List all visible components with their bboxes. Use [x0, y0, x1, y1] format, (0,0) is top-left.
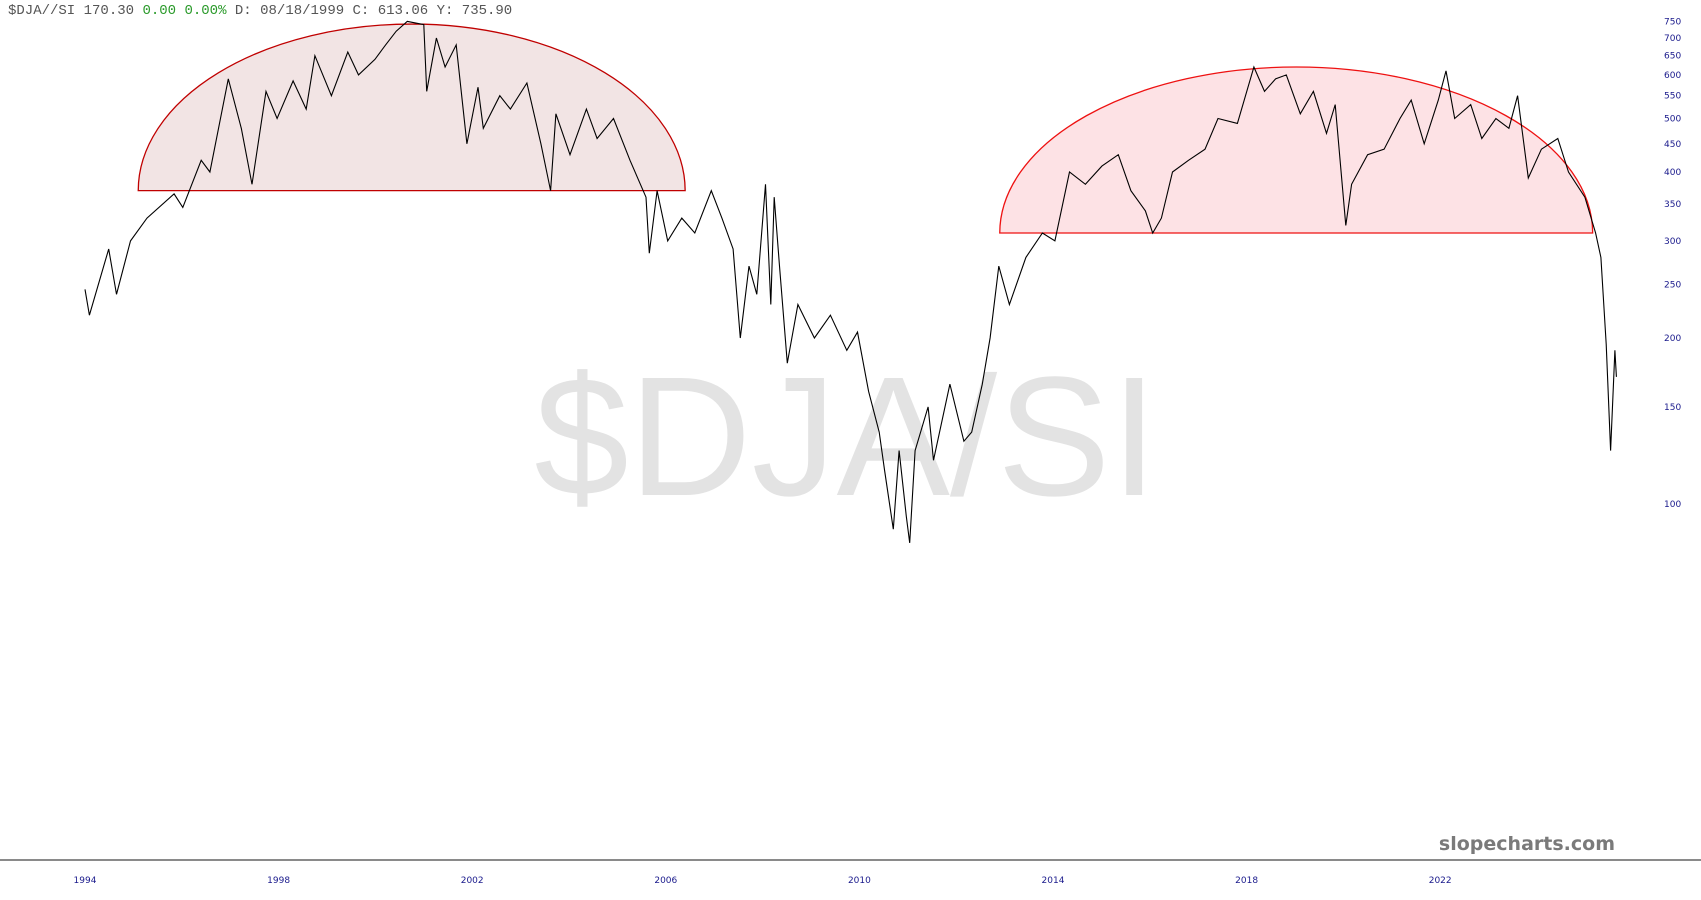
y-tick-label: 150 — [1664, 403, 1681, 413]
x-axis: 1994 1998 2002 2006 2010 2014 2018 2022 — [74, 876, 1452, 886]
y-tick-label: 300 — [1664, 237, 1681, 247]
x-tick-label: 1998 — [267, 876, 290, 886]
change: 0.00 — [142, 3, 177, 19]
x-tick-label: 2010 — [848, 876, 871, 886]
close-label: C: — [352, 3, 370, 19]
price-line — [84, 20, 1617, 543]
y-label: Y: — [436, 3, 454, 19]
x-tick-label: 2014 — [1042, 876, 1065, 886]
last-price: 170.30 — [83, 3, 135, 19]
y-tick-label: 400 — [1664, 168, 1681, 178]
date-label: D: — [234, 3, 252, 19]
date-value: 08/18/1999 — [260, 3, 345, 19]
half-circle-annotation — [137, 23, 686, 192]
y-tick-label: 700 — [1664, 34, 1681, 44]
close-value: 613.06 — [377, 3, 429, 19]
y-tick-label: 650 — [1664, 52, 1681, 62]
x-tick-label: 2022 — [1429, 876, 1452, 886]
x-tick-label: 2006 — [654, 876, 677, 886]
half-circle-annotation — [999, 66, 1594, 234]
y-value: 735.90 — [461, 3, 513, 19]
y-tick-label: 600 — [1664, 71, 1681, 81]
quote-header: $DJA//SI 170.30 0.00 0.00% D: 08/18/1999… — [8, 3, 512, 19]
y-tick-label: 500 — [1664, 115, 1681, 125]
x-tick-label: 1994 — [74, 876, 97, 886]
y-tick-label: 450 — [1664, 140, 1681, 150]
x-tick-label: 2002 — [461, 876, 484, 886]
x-tick-label: 2018 — [1235, 876, 1258, 886]
y-axis: 750 700 650 600 550 500 450 400 350 300 250 200 150 1… — [1664, 17, 1681, 510]
y-tick-label: 100 — [1664, 500, 1681, 510]
y-tick-label: 350 — [1664, 200, 1681, 210]
y-tick-label: 550 — [1664, 92, 1681, 102]
y-tick-label: 250 — [1664, 281, 1681, 291]
change-percent: 0.00% — [184, 3, 227, 19]
y-tick-label: 750 — [1664, 17, 1681, 27]
annotations — [137, 23, 1594, 234]
brand-logo: slopecharts.com — [1439, 833, 1615, 855]
symbol: $DJA//SI — [8, 3, 76, 19]
y-tick-label: 200 — [1664, 334, 1681, 344]
watermark: $DJA/SI — [534, 342, 1158, 532]
